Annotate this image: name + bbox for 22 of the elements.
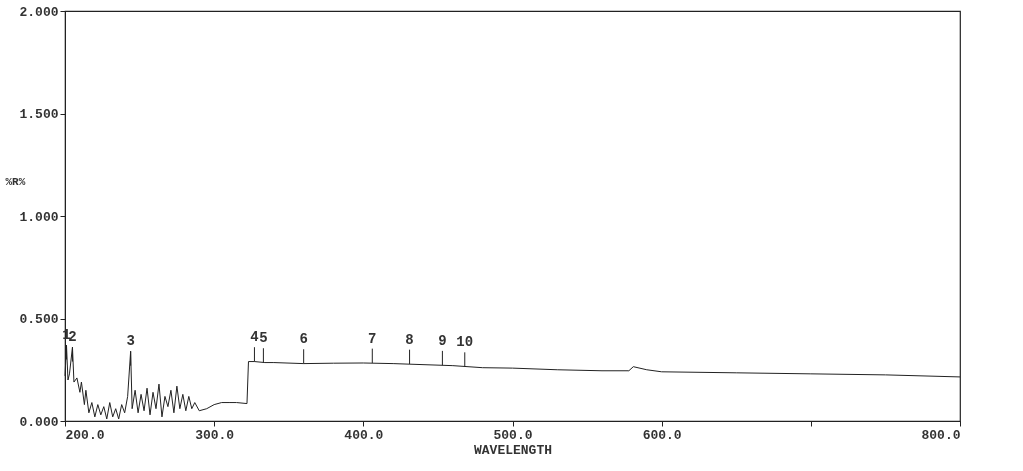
y-tick-label: 0.500 xyxy=(19,312,59,327)
y-tick-label: 0.000 xyxy=(19,414,59,430)
x-tick-label: 600.0 xyxy=(642,427,682,443)
annotation: 8 xyxy=(405,331,414,348)
x-tick-label: 200.0 xyxy=(65,427,105,443)
annotation: 4 xyxy=(250,329,259,346)
y-axis-title: %R% xyxy=(5,175,26,188)
y-tick-label: 1.500 xyxy=(19,107,59,122)
y-tick-label: 1.000 xyxy=(19,209,59,225)
annotation: 7 xyxy=(368,330,377,347)
annotation: 10 xyxy=(456,334,474,351)
annotation: 9 xyxy=(438,332,447,349)
annotation: 6 xyxy=(299,331,308,348)
x-axis-title: WAVELENGTH xyxy=(473,442,553,458)
x-tick-label: 800.0 xyxy=(921,427,961,443)
x-tick-label: 400.0 xyxy=(344,427,384,443)
y-tick-label: 2.000 xyxy=(19,4,59,20)
annotation: 2 xyxy=(68,329,77,346)
x-tick-label: 500.0 xyxy=(493,427,533,443)
annotation: 5 xyxy=(259,330,268,347)
x-tick-label: 300.0 xyxy=(195,427,235,443)
annotation: 3 xyxy=(126,333,135,350)
